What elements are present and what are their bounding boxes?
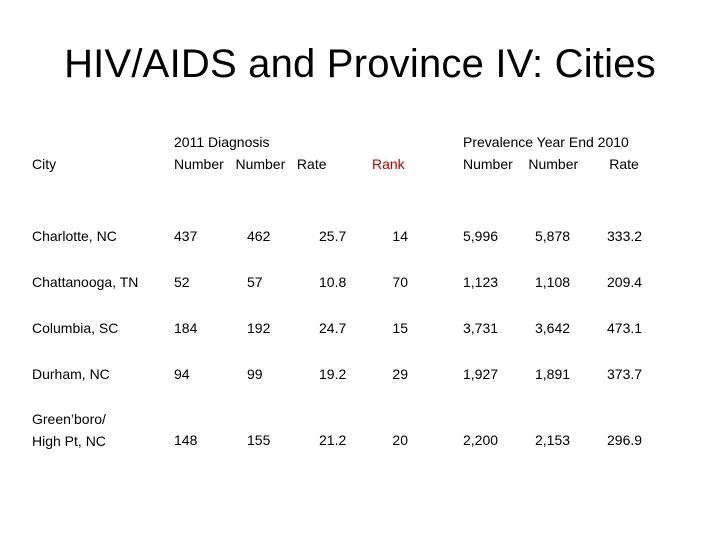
cell-diagnosis-number-1: 437 (174, 228, 198, 244)
cell-rank: 14 (392, 228, 408, 244)
cell-prevalence-rate: 296.9 (607, 432, 643, 448)
cell-diagnosis-rate: 25.7 (319, 228, 347, 244)
cell-prevalence-rate: 209.4 (607, 274, 643, 290)
cell-prevalence-number-1: 1,123 (463, 274, 499, 290)
cell-rank: 15 (392, 320, 408, 336)
cell-prevalence-number-1: 1,927 (463, 366, 499, 382)
cell-prevalence-number-2: 2,153 (535, 432, 571, 448)
cell-prevalence-number-2: 1,891 (535, 366, 571, 382)
cell-diagnosis-number-1: 94 (174, 366, 190, 382)
cell-diagnosis-number-2: 99 (247, 366, 263, 382)
cell-diagnosis-rate: 21.2 (319, 432, 347, 448)
header-rank: Rank (372, 156, 405, 172)
cell-city: Charlotte, NC (32, 228, 117, 244)
cell-prevalence-rate: 373.7 (607, 366, 643, 382)
cell-city: Chattanooga, TN (32, 274, 139, 290)
header-city: City (32, 156, 57, 172)
cell-diagnosis-number-2: 155 (247, 432, 271, 448)
cell-diagnosis-rate: 19.2 (319, 366, 347, 382)
cell-diagnosis-number-2: 57 (247, 274, 263, 290)
cell-city-line-2: High Pt, NC (32, 433, 106, 449)
cell-prevalence-number-1: 5,996 (463, 228, 499, 244)
header-diagnosis-columns: Number Number Rate (174, 156, 327, 172)
cell-diagnosis-number-2: 192 (247, 320, 271, 336)
cell-diagnosis-number-1: 184 (174, 320, 198, 336)
cell-prevalence-rate: 473.1 (607, 320, 643, 336)
cell-city: Green’boro/ High Pt, NC (32, 408, 106, 452)
header-prevalence-columns: Number Number Rate (463, 156, 639, 172)
header-diagnosis-group: 2011 Diagnosis (174, 134, 270, 150)
cell-diagnosis-number-1: 52 (174, 274, 190, 290)
cell-diagnosis-number-1: 148 (174, 432, 198, 448)
cell-prevalence-rate: 333.2 (607, 228, 643, 244)
cell-diagnosis-rate: 10.8 (319, 274, 347, 290)
cell-prevalence-number-1: 2,200 (463, 432, 499, 448)
cell-prevalence-number-2: 1,108 (535, 274, 571, 290)
cell-rank: 70 (392, 274, 408, 290)
cell-city-line-1: Green’boro/ (32, 411, 106, 427)
cell-city: Columbia, SC (32, 320, 119, 336)
cell-rank: 20 (392, 432, 408, 448)
cell-prevalence-number-2: 5,878 (535, 228, 571, 244)
cell-diagnosis-number-2: 462 (247, 228, 271, 244)
cell-rank: 29 (392, 366, 408, 382)
cell-diagnosis-rate: 24.7 (319, 320, 347, 336)
cell-prevalence-number-2: 3,642 (535, 320, 571, 336)
slide-title: HIV/AIDS and Province IV: Cities (64, 42, 656, 86)
header-prevalence-group: Prevalence Year End 2010 (463, 134, 629, 150)
cell-prevalence-number-1: 3,731 (463, 320, 499, 336)
cell-city: Durham, NC (32, 366, 110, 382)
